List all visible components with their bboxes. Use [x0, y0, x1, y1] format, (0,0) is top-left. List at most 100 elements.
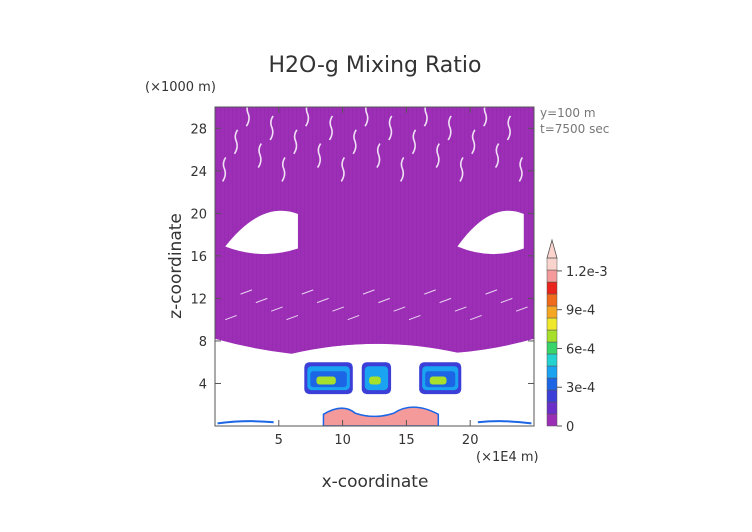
colorbar-segment	[546, 401, 558, 415]
region-cloud-peak	[369, 376, 381, 385]
colorbar-tick-label: 6e-4	[566, 342, 595, 357]
y-tick-label: 12	[190, 292, 207, 307]
region-lower-clear-left	[215, 355, 277, 426]
dry-streak	[485, 289, 498, 295]
colorbar-segment	[546, 269, 558, 283]
x-tick-label: 20	[462, 433, 479, 448]
y-tick-label: 24	[190, 165, 207, 180]
x-ticks: 5 10 15 20	[275, 107, 479, 448]
dry-streak	[424, 289, 436, 295]
dry-filament	[483, 107, 488, 127]
dry-filament	[221, 156, 227, 182]
dry-filament	[376, 143, 381, 169]
y-tick-label: 28	[190, 122, 207, 137]
colorbar-segment	[546, 389, 558, 403]
colorbar-segment	[546, 281, 558, 295]
dry-streak	[393, 306, 406, 312]
field-layer	[215, 107, 534, 426]
dry-streak	[225, 314, 237, 321]
x-axis-label: x-coordinate	[322, 472, 429, 492]
y-tick-label: 16	[190, 250, 207, 265]
dry-streak	[347, 314, 360, 321]
dry-filament	[399, 156, 405, 182]
y-axis-label: z-coordinate	[166, 213, 186, 319]
colorbar-segment	[546, 353, 558, 367]
y-unit-label: (×1000 m)	[145, 80, 216, 95]
colorbar-tick-label: 1.2e-3	[566, 265, 608, 280]
dry-streak	[378, 297, 390, 304]
dry-streak	[500, 297, 513, 304]
dry-filament	[328, 115, 334, 141]
dry-filament	[471, 129, 476, 155]
colorbar-segment	[546, 329, 558, 343]
x-tick-label: 5	[275, 433, 283, 448]
colorbar-segment	[546, 305, 558, 319]
colorbar-segment	[546, 293, 558, 307]
dry-filament	[435, 143, 440, 169]
dry-filament	[233, 129, 239, 155]
dry-filament	[506, 115, 512, 141]
dry-filament	[305, 107, 310, 127]
dry-streak	[515, 306, 528, 312]
colorbar-tick-label: 9e-4	[566, 304, 595, 319]
dry-filament	[494, 143, 500, 169]
dry-streak	[362, 289, 375, 295]
dry-streak	[240, 289, 253, 295]
dry-streak	[332, 306, 345, 312]
colorbar-segment	[546, 317, 558, 331]
dry-filament	[293, 129, 298, 155]
colorbar-tick-label: 3e-4	[566, 381, 595, 396]
dry-streak	[454, 306, 467, 312]
dry-streak	[408, 314, 421, 321]
dry-filament	[340, 156, 346, 182]
dry-filament	[281, 156, 286, 182]
x-tick-label: 10	[334, 433, 351, 448]
region-cloud-peak	[429, 376, 447, 385]
x-unit-label: (×1E4 m)	[476, 450, 539, 465]
region-upper-stripes	[215, 107, 534, 354]
colorbar: 0 3e-4 6e-4 9e-4 1.2e-3	[546, 238, 608, 435]
dry-streak	[255, 297, 268, 304]
colorbar-segment	[546, 365, 558, 379]
dry-streak	[270, 306, 283, 312]
dry-filament	[269, 115, 274, 141]
dry-streak	[301, 289, 314, 295]
colorbar-segment	[546, 377, 558, 391]
plot-area: 5 10 15 20 4 8 12 16 20 24 28	[190, 106, 535, 448]
region-lower-clear-right	[476, 355, 534, 426]
colorbar-extend-arrow	[546, 238, 558, 259]
y-tick-label: 20	[190, 207, 207, 222]
colorbar-segment	[546, 341, 558, 355]
colorbar-segment	[546, 413, 558, 427]
chart-title: H2O-g Mixing Ratio	[269, 53, 482, 78]
dry-filament	[352, 129, 357, 155]
y-tick-label: 8	[199, 335, 207, 350]
region-surface-layer	[322, 406, 440, 426]
dry-filament	[245, 107, 250, 127]
dry-filament	[364, 107, 369, 127]
x-tick-label: 15	[398, 433, 415, 448]
annotation-t: t=7500 sec	[540, 122, 609, 136]
dry-streak	[470, 314, 482, 321]
dry-filament	[388, 115, 393, 141]
y-tick-label: 4	[199, 377, 207, 392]
dry-filament	[316, 143, 322, 169]
annotation-y: y=100 m	[540, 106, 596, 120]
colorbar-tick-label: 0	[566, 420, 574, 435]
region-cloud-peak	[316, 376, 336, 385]
dry-filament	[257, 143, 262, 169]
dry-streak	[439, 297, 452, 304]
colorbar-segment	[546, 257, 558, 271]
dry-streak	[316, 297, 329, 304]
dry-filament	[447, 115, 452, 141]
y-ticks: 4 8 12 16 20 24 28	[190, 122, 534, 392]
dry-filament	[411, 129, 417, 155]
surface-edge-right	[477, 420, 532, 425]
dry-filament	[518, 156, 524, 182]
dry-filament	[459, 156, 464, 182]
surface-edge-left	[217, 420, 274, 425]
region-dry-patch	[225, 210, 298, 255]
dry-streak	[286, 314, 299, 321]
plot-frame	[214, 106, 535, 427]
